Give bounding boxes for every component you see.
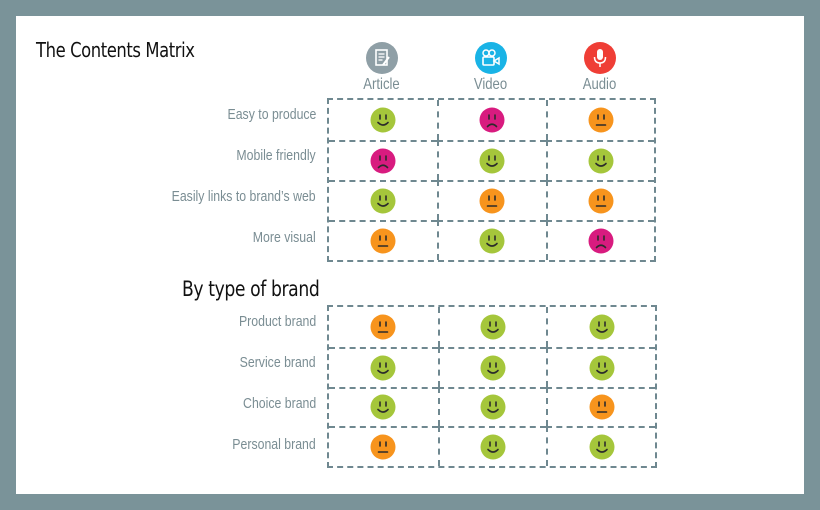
row-label-links-to-web: Easily links to brand’s web [171, 188, 316, 205]
happy-face-icon [479, 228, 505, 254]
row-label-more-visual: More visual [253, 229, 316, 246]
video-camera-icon [474, 42, 507, 74]
happy-face-icon [589, 434, 615, 460]
column-label-video: Video [473, 76, 508, 93]
column-label-article: Article [363, 76, 400, 93]
neutral-face-icon [588, 107, 614, 133]
matrix-cell [545, 180, 654, 220]
matrix-cell [545, 100, 654, 140]
article-icon [365, 42, 398, 74]
slide: The Contents Matrix Article Video [16, 16, 804, 494]
row-label-choice-brand: Choice brand [242, 395, 316, 412]
matrix-cell [329, 426, 438, 466]
column-label-audio: Audio [582, 76, 617, 93]
happy-face-icon [588, 148, 614, 174]
happy-face-icon [480, 355, 506, 381]
happy-face-icon [480, 434, 506, 460]
sad-face-icon [479, 107, 505, 133]
matrix-cell [329, 180, 438, 220]
happy-face-icon [480, 314, 506, 340]
matrix-cell [545, 140, 654, 180]
matrix-cell [329, 307, 438, 347]
column-article: Article [327, 42, 436, 94]
matrix-cell [545, 220, 654, 260]
neutral-face-icon [370, 228, 396, 254]
page-title: The Contents Matrix [36, 38, 195, 62]
matrix-cell [437, 220, 546, 260]
matrix-cell [437, 386, 547, 427]
column-video: Video [436, 42, 545, 94]
happy-face-icon [589, 355, 615, 381]
neutral-face-icon [370, 434, 396, 460]
row-label-mobile-friendly: Mobile friendly [236, 147, 316, 164]
matrix-cell [329, 346, 438, 387]
column-audio: Audio [545, 42, 654, 94]
matrix-cell [546, 426, 655, 466]
matrix-cell [329, 100, 437, 140]
matrix-cell [546, 386, 655, 427]
section-title: By type of brand [182, 277, 320, 301]
matrix-cell [546, 307, 655, 347]
sad-face-icon [370, 148, 396, 174]
matrix-content-type [327, 98, 656, 262]
happy-face-icon [479, 148, 505, 174]
row-label-product-brand: Product brand [238, 313, 316, 330]
happy-face-icon [370, 107, 396, 133]
matrix-cell [437, 307, 547, 347]
matrix-cell [329, 220, 438, 260]
matrix-cell [329, 140, 438, 180]
matrix-cell [437, 426, 547, 466]
microphone-icon [583, 42, 616, 74]
matrix-cell [546, 346, 655, 387]
sad-face-icon [588, 228, 614, 254]
happy-face-icon [480, 394, 506, 420]
happy-face-icon [370, 188, 396, 214]
neutral-face-icon [589, 394, 615, 420]
row-label-easy-to-produce: Easy to produce [227, 106, 316, 123]
neutral-face-icon [588, 188, 614, 214]
happy-face-icon [589, 314, 615, 340]
row-label-service-brand: Service brand [240, 354, 316, 371]
neutral-face-icon [370, 314, 396, 340]
happy-face-icon [370, 355, 396, 381]
happy-face-icon [370, 394, 396, 420]
matrix-cell [329, 386, 438, 427]
matrix-cell [437, 140, 546, 180]
neutral-face-icon [479, 188, 505, 214]
matrix-brand-type [327, 305, 657, 468]
matrix-cell [437, 180, 546, 220]
matrix-cell [437, 346, 547, 387]
row-label-personal-brand: Personal brand [232, 436, 316, 453]
matrix-cell [437, 100, 545, 140]
